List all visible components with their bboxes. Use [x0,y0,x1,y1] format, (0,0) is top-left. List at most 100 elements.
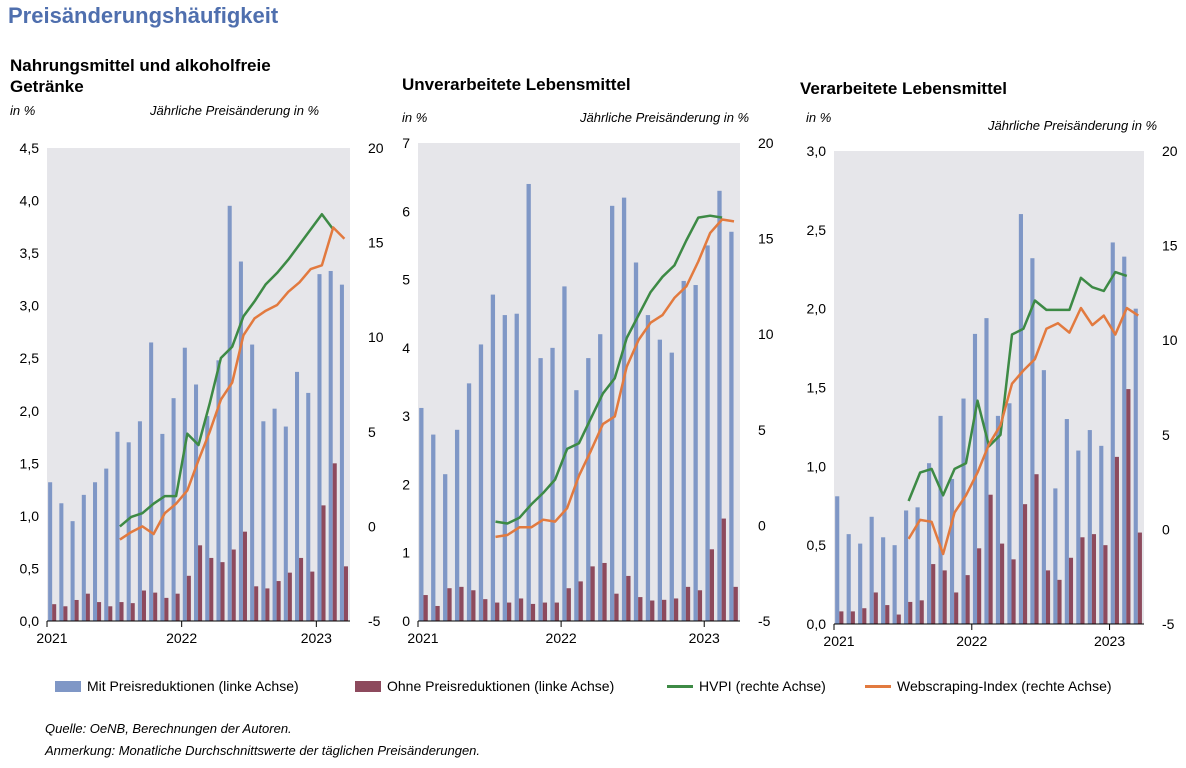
bar-without-reductions [566,588,571,621]
bar-without-reductions [977,548,982,624]
bar-without-reductions [1045,570,1051,624]
webscraping-line [495,218,735,539]
bar-with-reductions [681,280,686,621]
bar-with-reductions [657,339,663,621]
bar-with-reductions [1133,308,1138,624]
y2-tick-label: 15 [758,231,774,247]
bar-without-reductions [839,611,844,624]
x-tick-label: 2023 [301,630,332,646]
bar-with-reductions [328,270,333,621]
bar-with-reductions [171,398,176,621]
webscraping-line [907,306,1139,556]
x-tick-label: 2021 [823,633,854,649]
y2-tick-label: 5 [758,422,766,438]
x-tick-label: 2023 [1094,633,1125,649]
y-axis-unit-label: in % [402,110,428,125]
y2-tick-label: 20 [758,135,774,151]
bar-with-reductions [1122,256,1127,624]
bar-without-reductions [721,518,726,621]
y-tick-label: 0,0 [807,616,827,632]
y-tick-label: 1,0 [807,458,827,474]
bar-without-reductions [198,545,203,621]
bar-without-reductions [638,597,643,621]
bar-without-reductions [175,593,180,621]
legend-item-orange: Webscraping-Index (rechte Achse) [865,678,1112,694]
x-tick-label: 2021 [407,630,438,646]
bar-without-reductions [459,586,464,621]
bar-with-reductions [115,431,120,621]
bar-with-reductions [478,344,484,621]
bar-without-reductions [423,595,428,621]
bar-with-reductions [502,315,507,621]
chart-svg: 0 1 2 3 4 5 6 7 -5 0 5 10 15 20 2021 2022 2023 [402,135,774,646]
x-tick-label: 2022 [956,633,987,649]
bar-without-reductions [896,614,901,624]
legend: Mit Preisreduktionen (linke Achse) Ohne … [55,678,1175,698]
x-tick-label: 2022 [546,630,577,646]
bar-with-reductions [250,344,255,621]
bar-without-reductions [1114,456,1119,624]
bar-with-reductions [514,313,519,621]
bar-without-reductions [733,586,738,621]
y2-tick-label: 10 [758,326,774,342]
y2-tick-label: 20 [1162,143,1178,159]
bar-without-reductions [471,590,476,621]
bar-with-reductions [1053,488,1058,624]
bar-without-reductions [108,606,113,621]
bar-with-reductions [835,496,840,624]
bar-with-reductions [858,543,863,624]
bar-without-reductions [614,593,619,621]
bar-with-reductions [490,294,496,621]
bar-without-reductions [685,586,691,621]
bar-without-reductions [141,590,146,621]
bar-without-reductions [276,581,281,621]
legend-label: Mit Preisreduktionen (linke Achse) [87,678,299,694]
bar-with-reductions [466,383,472,621]
bar-with-reductions [1007,403,1012,624]
bar-with-reductions [1087,430,1092,624]
bar-with-reductions [550,347,555,621]
bar-with-reductions [205,416,210,621]
y2-axis-unit-label: Jährliche Preisänderung in % [580,110,750,125]
bar-without-reductions [220,562,225,621]
legend-label: HVPI (rechte Achse) [699,678,826,694]
footnote: Anmerkung: Monatliche Durchschnittswerte… [45,743,481,758]
bar-without-reductions [209,557,214,621]
bar-with-reductions [137,421,142,621]
y-tick-label: 4,0 [20,193,40,209]
bar-without-reductions [1137,532,1142,624]
y-tick-label: 3 [402,408,410,424]
chart-title-line-1: Nahrungsmittel und alkoholfreie [10,56,271,75]
bar-with-reductions [621,197,627,621]
y-tick-label: 5 [402,272,410,288]
legend-swatch-orange [865,684,891,688]
bar-with-reductions [927,463,932,624]
bar-with-reductions [705,245,710,621]
bar-without-reductions [530,603,536,621]
bar-with-reductions [904,510,909,624]
bar-without-reductions [164,597,169,621]
bar-without-reductions [988,494,993,624]
bar-without-reductions [63,606,68,621]
bar-without-reductions [650,600,655,621]
bar-with-reductions [59,503,64,621]
bar-with-reductions [1018,214,1023,625]
y2-tick-label: -5 [758,613,771,629]
bar-with-reductions [104,468,109,621]
bar-without-reductions [1091,534,1097,624]
y-tick-label: 0,5 [20,560,40,576]
chart-title-line-2: Getränke [10,77,84,96]
bar-with-reductions [431,434,436,621]
bar-without-reductions [662,599,667,621]
bar-without-reductions [673,598,679,621]
bar-with-reductions [182,347,187,621]
y-tick-label: 3,0 [807,143,827,159]
y-tick-label: 2,5 [807,222,827,238]
legend-swatch-red [355,680,381,692]
bar-without-reductions [1034,474,1039,624]
legend-label: Ohne Preisreduktionen (linke Achse) [387,678,615,694]
bar-with-reductions [227,205,232,622]
bar-without-reductions [74,599,79,621]
bar-without-reductions [697,590,703,621]
y-tick-label: 1,5 [20,455,40,471]
